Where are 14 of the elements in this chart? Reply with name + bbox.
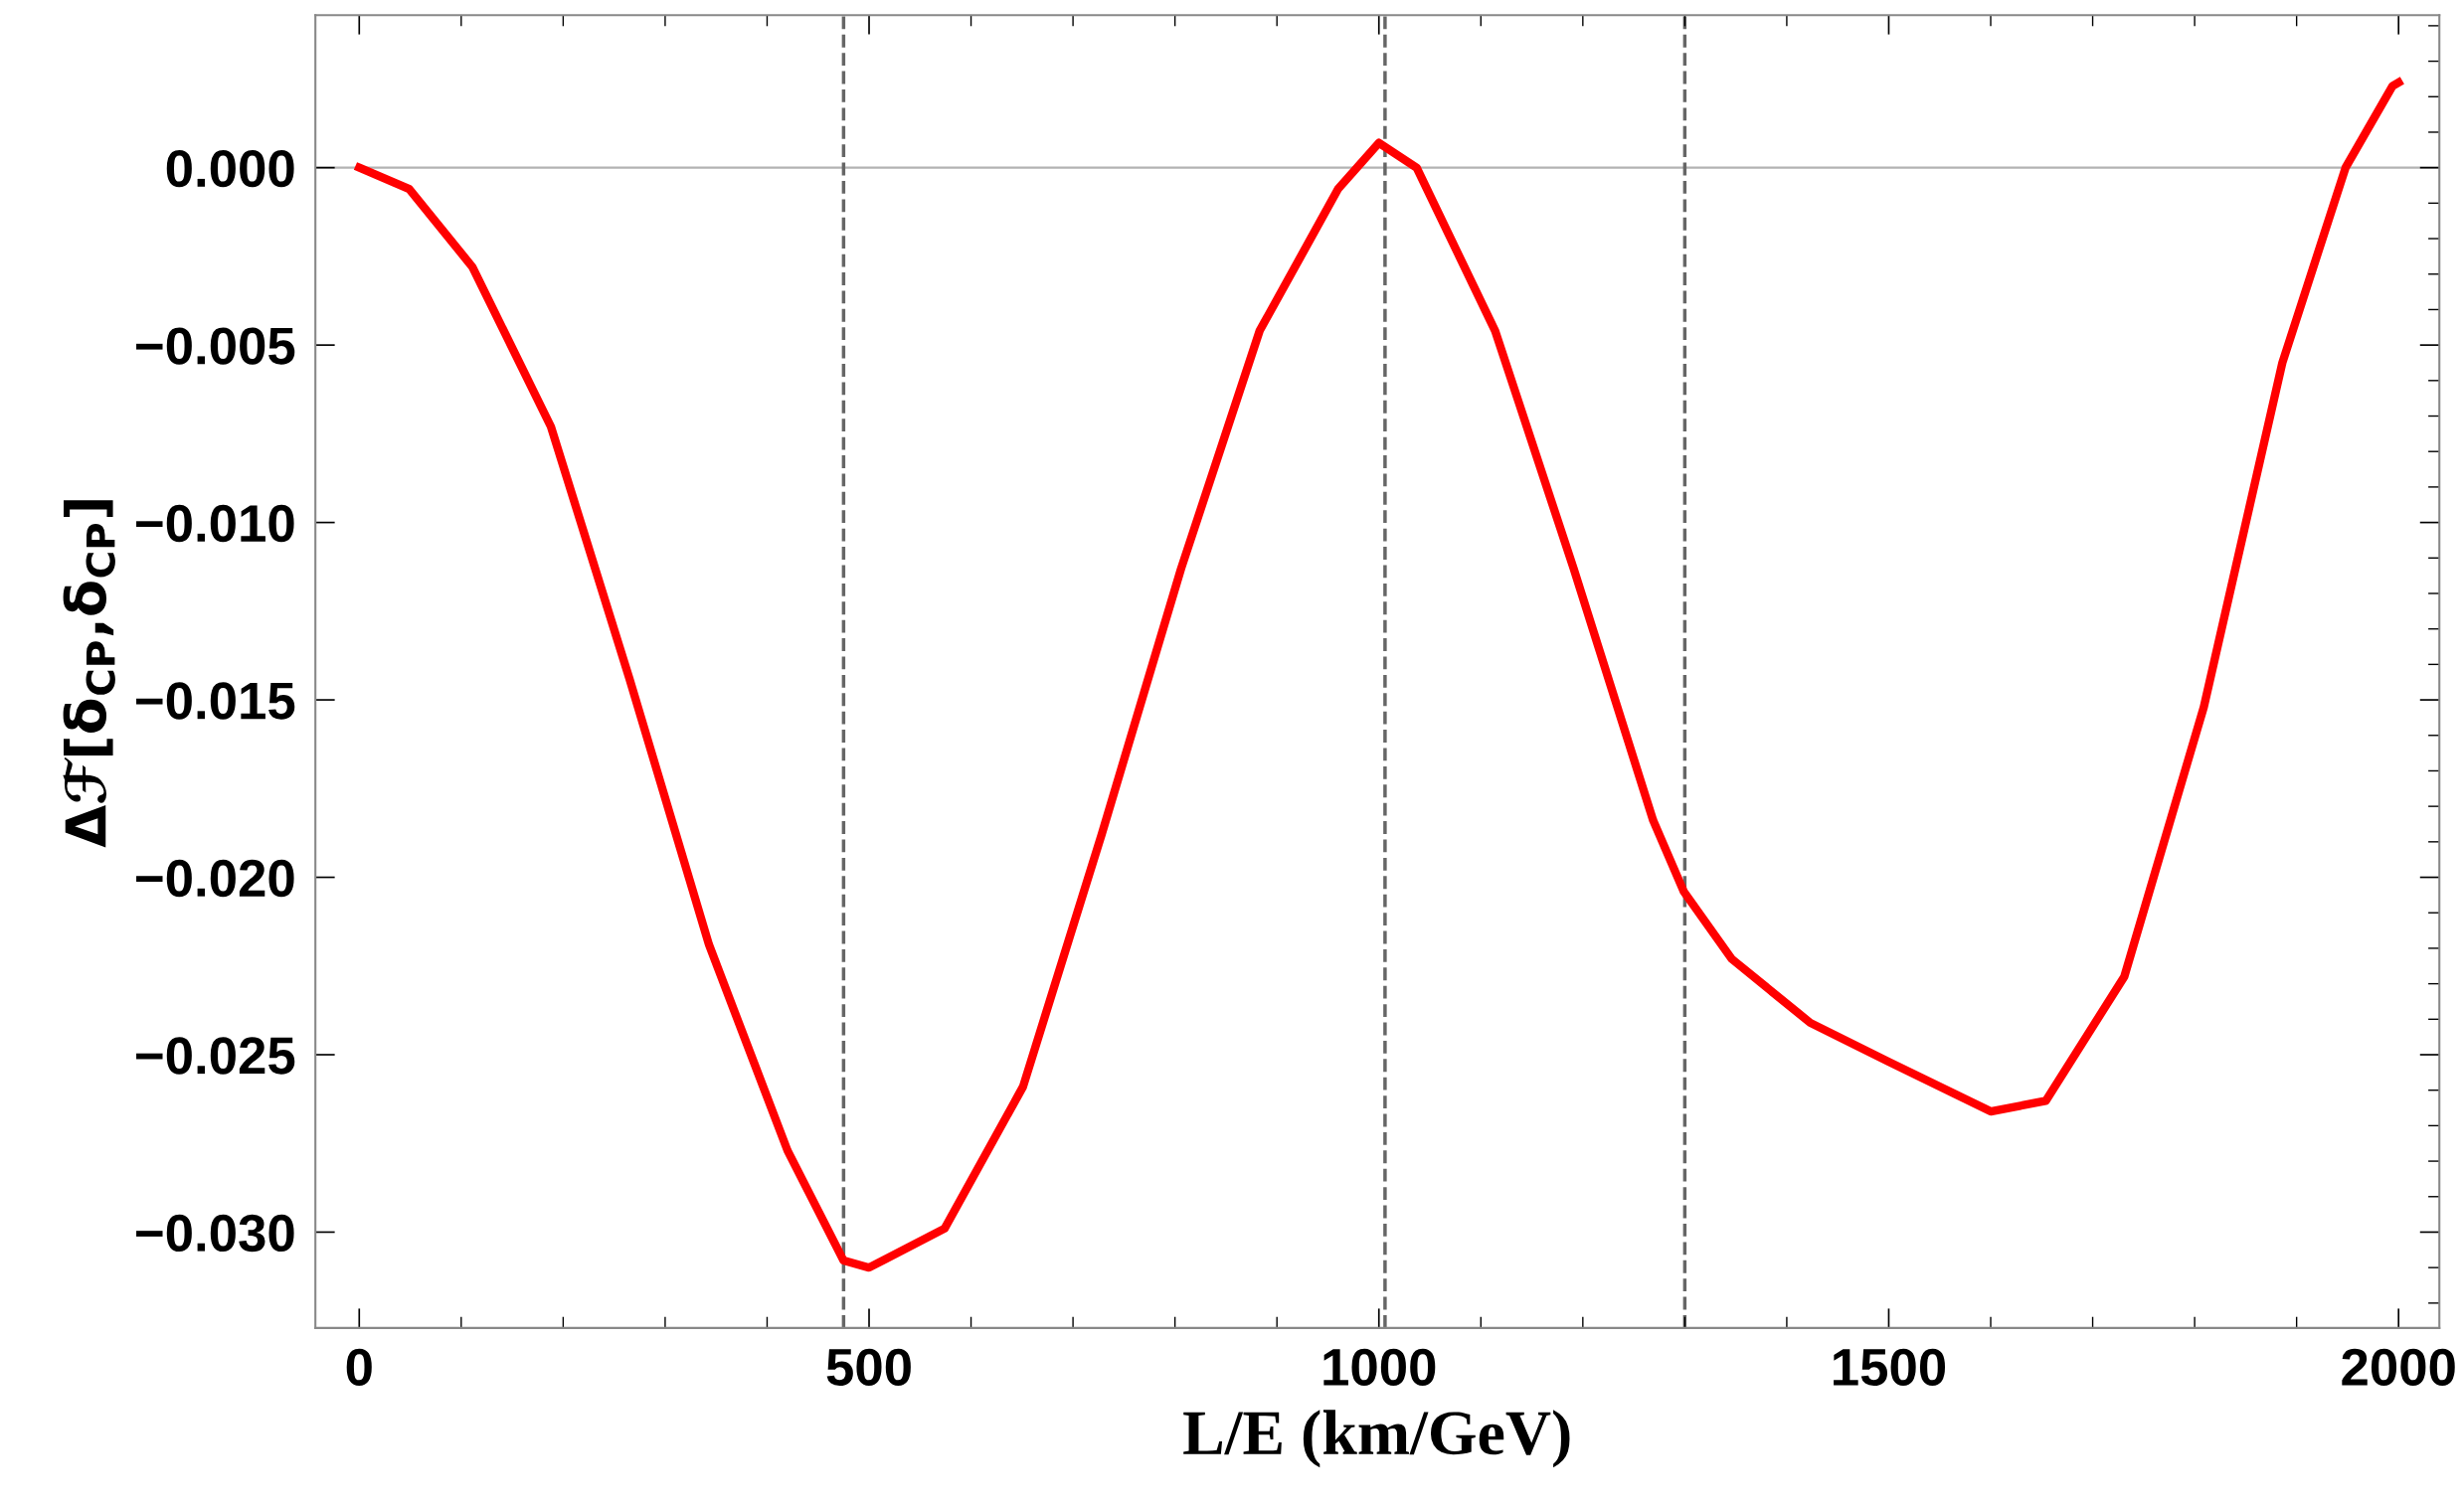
- y-tick-label: −0.015: [136, 682, 295, 720]
- y-tick-label: 0.000: [166, 149, 294, 188]
- x-axis-title: L/E (km/GeV): [1183, 1410, 1570, 1468]
- y-tick-label: −0.010: [136, 504, 294, 543]
- y-axis-title: Δℱ[δ$_{CP}$,δ$_{CP}$]: [63, 500, 115, 848]
- y-tick-label: −0.020: [136, 859, 294, 898]
- y-tick-label: −0.005: [136, 327, 295, 365]
- x-tick-label: 1000: [1323, 1348, 1436, 1387]
- x-tick-label: 1500: [1834, 1348, 1946, 1387]
- x-tick-label: 0: [346, 1348, 372, 1387]
- y-tick-label: −0.030: [136, 1214, 294, 1253]
- x-tick-label: 500: [826, 1348, 911, 1387]
- x-tick-label: 2000: [2342, 1348, 2455, 1387]
- y-tick-label: −0.025: [136, 1037, 295, 1075]
